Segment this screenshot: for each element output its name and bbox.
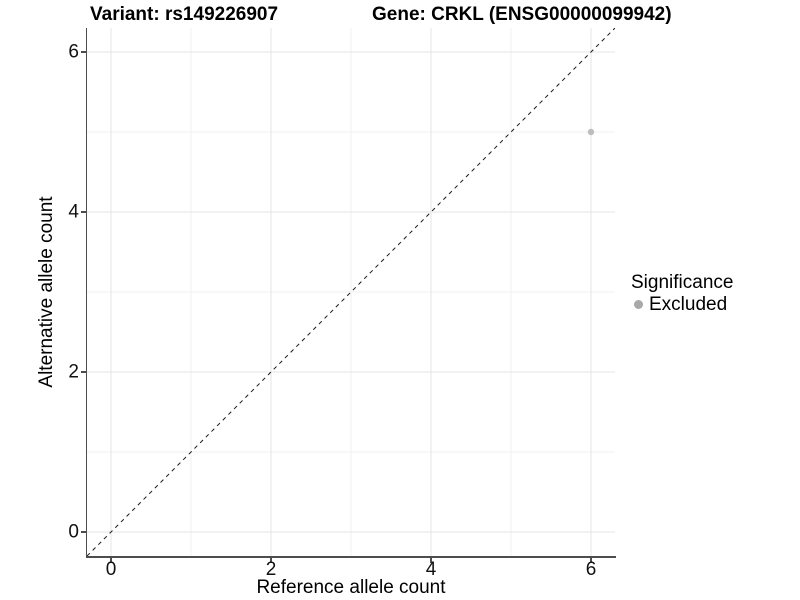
x-tick-label: 2 (265, 559, 277, 580)
y-tick-label: 0 (68, 521, 79, 543)
x-tick-mark (430, 557, 432, 563)
legend-item-label: Excluded (649, 293, 728, 315)
x-axis-title: Reference allele count (256, 577, 446, 598)
x-tick-label: 6 (585, 559, 597, 580)
y-tick-mark (81, 531, 86, 533)
x-axis-line (85, 556, 616, 558)
legend-point-icon (634, 299, 643, 309)
y-tick-label: 6 (68, 41, 79, 63)
y-axis-line (85, 28, 87, 557)
x-tick-label: 4 (425, 559, 437, 580)
variant-title: Variant: rs149226907 (90, 4, 279, 25)
y-tick-mark (81, 371, 86, 373)
y-tick-mark (81, 51, 86, 53)
legend-item-excluded: Excluded (631, 293, 733, 315)
y-tick-label: 4 (68, 201, 79, 223)
y-tick-mark (81, 211, 86, 213)
plot-area-svg (87, 28, 615, 556)
x-tick-mark (590, 557, 592, 563)
gene-title: Gene: CRKL (ENSG00000099942) (372, 4, 672, 25)
x-tick-label: 0 (105, 559, 117, 580)
legend-title: Significance (631, 272, 734, 293)
data-point-excluded (587, 128, 595, 136)
plot-panel (87, 28, 615, 556)
y-axis-title: Alternative allele count (36, 196, 57, 388)
x-tick-mark (110, 557, 112, 563)
x-tick-mark (270, 557, 272, 563)
y-tick-label: 2 (68, 361, 79, 383)
legend: Significance Excluded (631, 272, 733, 315)
